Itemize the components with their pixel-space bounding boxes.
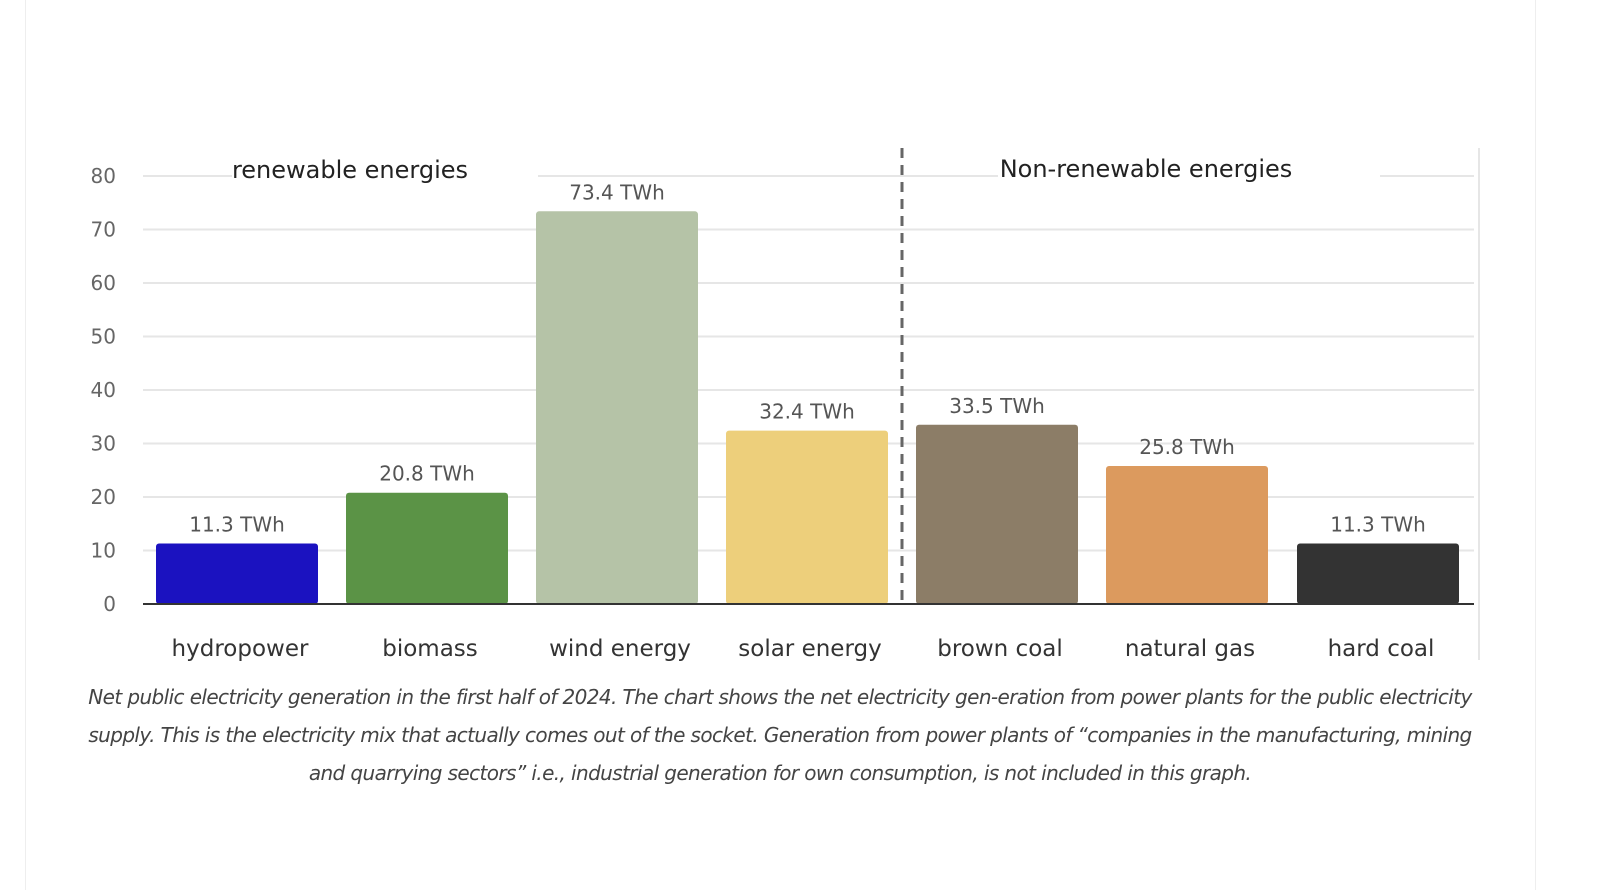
bar-biomass: [346, 492, 508, 604]
x-tick-label: solar energy: [738, 636, 881, 662]
data-label: 20.8 TWh: [379, 462, 475, 486]
y-tick-label: 10: [91, 539, 116, 563]
bar-solar-energy: [726, 430, 888, 604]
y-tick-label: 0: [103, 592, 116, 616]
data-label: 32.4 TWh: [759, 400, 855, 424]
y-tick-label: 80: [91, 164, 116, 188]
page-frame: [25, 0, 1536, 890]
x-tick-label: brown coal: [937, 636, 1063, 662]
bar-brown-coal: [916, 424, 1078, 604]
x-tick-label: biomass: [382, 636, 478, 662]
group-label-renewable: renewable energies: [232, 156, 468, 184]
data-label: 11.3 TWh: [1330, 513, 1426, 537]
bar-chart: 0 10 20 30 40 50 60 70 80 11.3 TWh hydropower 20.8 …: [91, 148, 1480, 662]
x-tick-label: hard coal: [1328, 636, 1435, 662]
bar-hydropower: [156, 543, 318, 604]
data-label: 73.4 TWh: [569, 180, 665, 204]
y-tick-label: 30: [91, 432, 116, 456]
group-label-non-renewable: Non-renewable energies: [1000, 155, 1293, 183]
y-tick-label: 50: [91, 325, 116, 349]
bar-hard-coal: [1297, 543, 1459, 604]
bar-natural-gas: [1106, 465, 1268, 604]
y-tick-label: 40: [91, 378, 116, 402]
data-label: 33.5 TWh: [949, 394, 1045, 418]
chart-caption: Net public electricity generation in the…: [88, 685, 1472, 785]
data-label: 25.8 TWh: [1139, 435, 1235, 459]
y-tick-label: 20: [91, 485, 116, 509]
x-tick-label: hydropower: [172, 636, 309, 662]
x-tick-label: wind energy: [549, 636, 691, 662]
bar-wind-energy: [536, 211, 698, 604]
y-tick-label: 60: [91, 271, 116, 295]
x-tick-label: natural gas: [1125, 636, 1255, 662]
y-tick-label: 70: [91, 218, 116, 242]
data-label: 11.3 TWh: [189, 513, 285, 537]
